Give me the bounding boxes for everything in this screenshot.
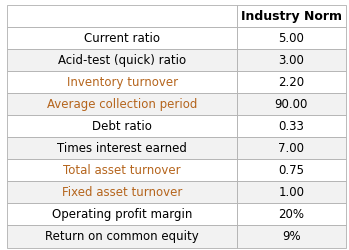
Bar [7, 226, 237, 248]
Bar [237, 137, 346, 159]
Text: Operating profit margin: Operating profit margin [52, 208, 192, 221]
Bar [7, 27, 237, 49]
Bar [237, 27, 346, 49]
Text: 0.33: 0.33 [279, 120, 304, 133]
Text: 5.00: 5.00 [279, 32, 304, 44]
Text: 2.20: 2.20 [278, 76, 304, 89]
Bar [7, 49, 237, 71]
Bar [237, 181, 346, 204]
Bar [7, 204, 237, 226]
Text: Industry Norm: Industry Norm [241, 10, 342, 22]
Text: Return on common equity: Return on common equity [45, 230, 199, 243]
Text: Average collection period: Average collection period [47, 98, 197, 111]
Bar [7, 71, 237, 93]
Text: 0.75: 0.75 [279, 164, 304, 177]
Bar [7, 181, 237, 204]
Bar [237, 5, 346, 27]
Text: Current ratio: Current ratio [84, 32, 160, 44]
Text: Fixed asset turnover: Fixed asset turnover [62, 186, 182, 199]
Bar [237, 93, 346, 115]
Bar [237, 49, 346, 71]
Text: 9%: 9% [282, 230, 300, 243]
Bar [237, 226, 346, 248]
Text: Debt ratio: Debt ratio [92, 120, 152, 133]
Bar [7, 137, 237, 159]
Bar [7, 115, 237, 137]
Text: 3.00: 3.00 [279, 54, 304, 66]
Text: 90.00: 90.00 [275, 98, 308, 111]
Text: 7.00: 7.00 [279, 142, 304, 155]
Bar [7, 5, 237, 27]
Text: 20%: 20% [279, 208, 304, 221]
Bar [237, 115, 346, 137]
Text: Acid-test (quick) ratio: Acid-test (quick) ratio [58, 54, 186, 66]
Text: Total asset turnover: Total asset turnover [63, 164, 181, 177]
Bar [237, 71, 346, 93]
Bar [237, 204, 346, 226]
Bar [7, 159, 237, 181]
Bar [237, 159, 346, 181]
Text: Inventory turnover: Inventory turnover [67, 76, 178, 89]
Bar [7, 93, 237, 115]
Text: Times interest earned: Times interest earned [57, 142, 187, 155]
Text: 1.00: 1.00 [279, 186, 304, 199]
